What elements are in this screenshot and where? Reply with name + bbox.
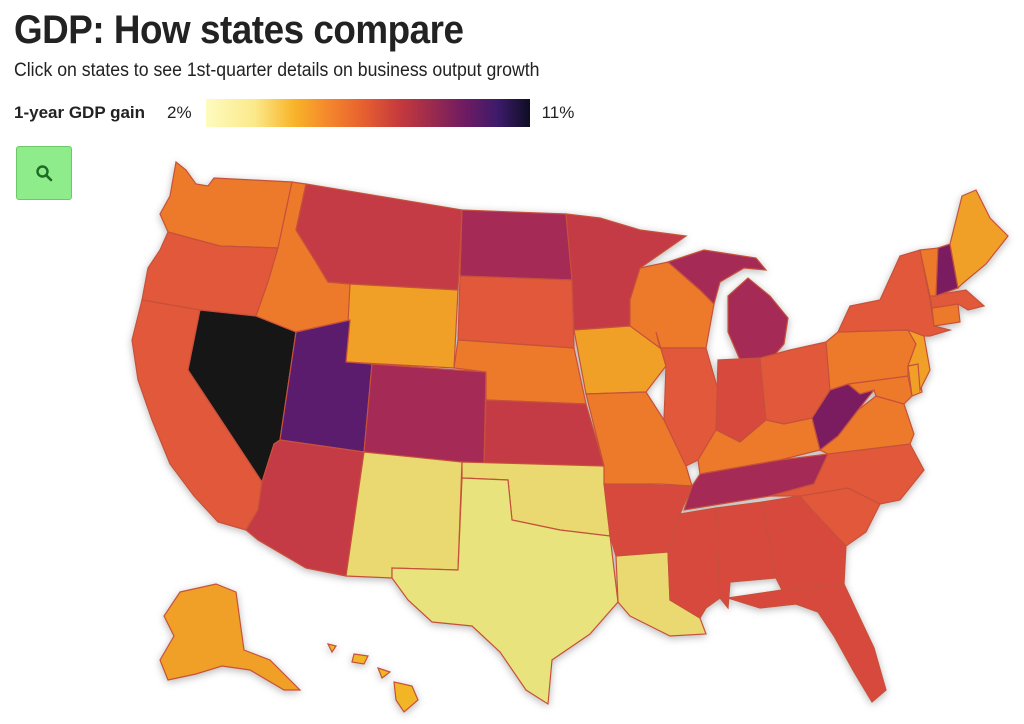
legend-min: 2% bbox=[167, 103, 192, 122]
state-IL[interactable] bbox=[655, 331, 719, 467]
color-legend: 1-year GDP gain 2% 11% bbox=[14, 99, 575, 127]
page-subtitle: Click on states to see 1st-quarter detai… bbox=[14, 60, 540, 81]
search-button[interactable] bbox=[16, 146, 72, 200]
page-title: GDP: How states compare bbox=[14, 8, 464, 52]
search-icon bbox=[36, 165, 53, 182]
state-FL[interactable] bbox=[727, 583, 887, 703]
state-TX[interactable] bbox=[391, 477, 619, 706]
state-MA[interactable] bbox=[929, 289, 986, 311]
state-CO[interactable] bbox=[363, 363, 487, 467]
state-AK[interactable] bbox=[159, 583, 302, 691]
state-ME[interactable] bbox=[949, 189, 1009, 290]
legend-max: 11% bbox=[541, 103, 575, 122]
legend-gradient bbox=[205, 99, 530, 127]
state-MI[interactable] bbox=[666, 249, 789, 361]
state-NJ[interactable] bbox=[906, 328, 931, 393]
state-SD[interactable] bbox=[457, 275, 575, 349]
state-NM[interactable] bbox=[345, 451, 463, 579]
legend-label: 1-year GDP gain bbox=[14, 103, 146, 122]
state-MD[interactable] bbox=[846, 375, 913, 405]
state-KS[interactable] bbox=[483, 399, 605, 467]
state-ND[interactable] bbox=[459, 209, 573, 281]
state-WY[interactable] bbox=[345, 283, 459, 369]
state-HI[interactable] bbox=[326, 643, 419, 713]
